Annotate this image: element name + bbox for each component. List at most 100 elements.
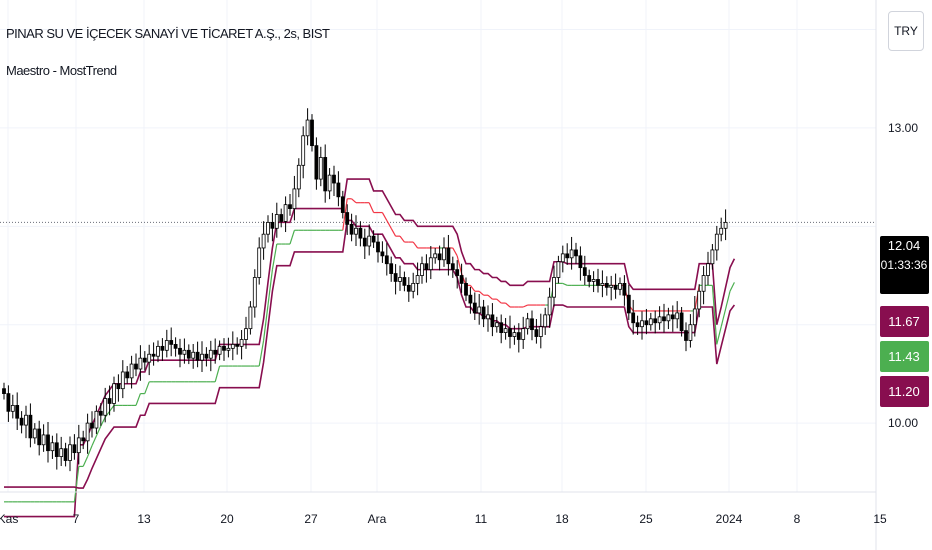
candle-body: [151, 353, 156, 357]
candle-body: [28, 414, 33, 439]
x-tick-label: 2024: [716, 512, 743, 526]
candle-body: [2, 388, 6, 394]
candle-body: [288, 204, 292, 210]
most-line-segment: [496, 298, 502, 304]
most-line-segment: [351, 198, 357, 204]
most-line-segment: [82, 456, 89, 467]
candle-body: [6, 393, 11, 412]
candle-body: [50, 442, 55, 452]
candle-body: [120, 371, 125, 390]
price-badge-0: 11.67: [888, 314, 920, 329]
candle-body: [653, 318, 658, 324]
candle-body: [455, 269, 460, 276]
candle-body: [675, 312, 680, 320]
candle-body: [459, 275, 464, 284]
candle-body: [305, 119, 310, 137]
x-tick-label: 8: [794, 512, 801, 526]
candle-body: [710, 249, 715, 265]
candle-body: [354, 227, 358, 235]
most-line-segment: [386, 220, 392, 229]
candle-body: [235, 343, 240, 347]
price-badge-2: 11.20: [888, 384, 920, 399]
candle-body: [433, 253, 438, 259]
candle-body: [195, 351, 200, 361]
candle-body: [222, 345, 226, 351]
most-line-segment: [505, 302, 511, 308]
candle-body: [217, 345, 222, 355]
candle-body: [164, 340, 169, 351]
most-line-segment: [214, 365, 221, 382]
candle-body: [380, 251, 385, 257]
candle-body: [556, 261, 561, 278]
most-line-segment: [91, 435, 97, 446]
candle-body: [406, 284, 411, 292]
most-line-segment: [711, 285, 718, 345]
most-line-segment: [263, 304, 269, 341]
price-badge-1-bg: [880, 341, 929, 372]
candle-body: [90, 422, 94, 429]
candle-body: [310, 119, 314, 147]
candle-body: [604, 282, 609, 288]
most-line-segment: [289, 230, 295, 245]
candle-body: [398, 277, 402, 282]
most-line-segment: [271, 243, 278, 270]
countdown-label: 01:33:36: [881, 258, 928, 272]
candle-body: [574, 249, 578, 257]
candle-body: [173, 343, 178, 349]
x-tick-label: 7: [73, 512, 80, 526]
candle-body: [292, 188, 297, 210]
candle-body: [499, 322, 504, 333]
candle-body: [521, 328, 526, 340]
candle-body: [516, 332, 521, 340]
candle-body: [19, 417, 24, 426]
candle-body: [204, 353, 209, 359]
last-price-badge-bg: [880, 236, 929, 294]
candle-body: [618, 282, 622, 290]
candle-body: [24, 414, 28, 426]
candle-body: [239, 339, 244, 347]
most-line-segment: [725, 291, 731, 310]
candle-body: [609, 284, 614, 288]
x-tick-label: 20: [220, 512, 234, 526]
most-line-segment: [135, 393, 141, 406]
candle-body: [569, 249, 574, 259]
most-line-segment: [342, 198, 348, 231]
most-line-segment: [381, 212, 388, 221]
candle-body: [336, 182, 341, 198]
candle-body: [134, 363, 138, 370]
candle-body: [129, 363, 134, 379]
x-tick-label: 25: [639, 512, 653, 526]
candle-body: [125, 371, 130, 379]
candle-body: [442, 247, 446, 261]
candle-body: [701, 275, 706, 292]
candle-body: [622, 282, 627, 296]
candle-body: [186, 349, 191, 359]
candle-body: [142, 357, 147, 363]
currency-button[interactable]: TRY: [888, 11, 924, 51]
candle-body: [538, 326, 543, 337]
candle-body: [587, 275, 592, 282]
price-badge-2-bg: [880, 376, 929, 407]
candle-body: [389, 263, 394, 274]
candle-body: [640, 320, 644, 328]
candle-body: [345, 212, 350, 225]
y-tick-label: 10.00: [888, 416, 918, 430]
x-tick-label: 11: [475, 512, 488, 526]
candle-body: [156, 345, 160, 357]
most-line-segment: [390, 227, 397, 237]
candle-body: [446, 247, 451, 265]
price-badge-0-bg: [880, 306, 929, 337]
candle-body: [261, 233, 266, 249]
candle-body: [415, 275, 420, 284]
price-badge-1: 11.43: [888, 349, 920, 364]
candle-body: [626, 294, 631, 314]
candle-body: [314, 145, 319, 180]
most-line-segment: [456, 255, 463, 274]
indicator-name[interactable]: Maestro - MostTrend: [6, 63, 117, 78]
candle-body: [437, 253, 442, 261]
candle-body: [648, 318, 653, 326]
candle-body: [411, 282, 416, 292]
candle-body: [662, 316, 666, 322]
